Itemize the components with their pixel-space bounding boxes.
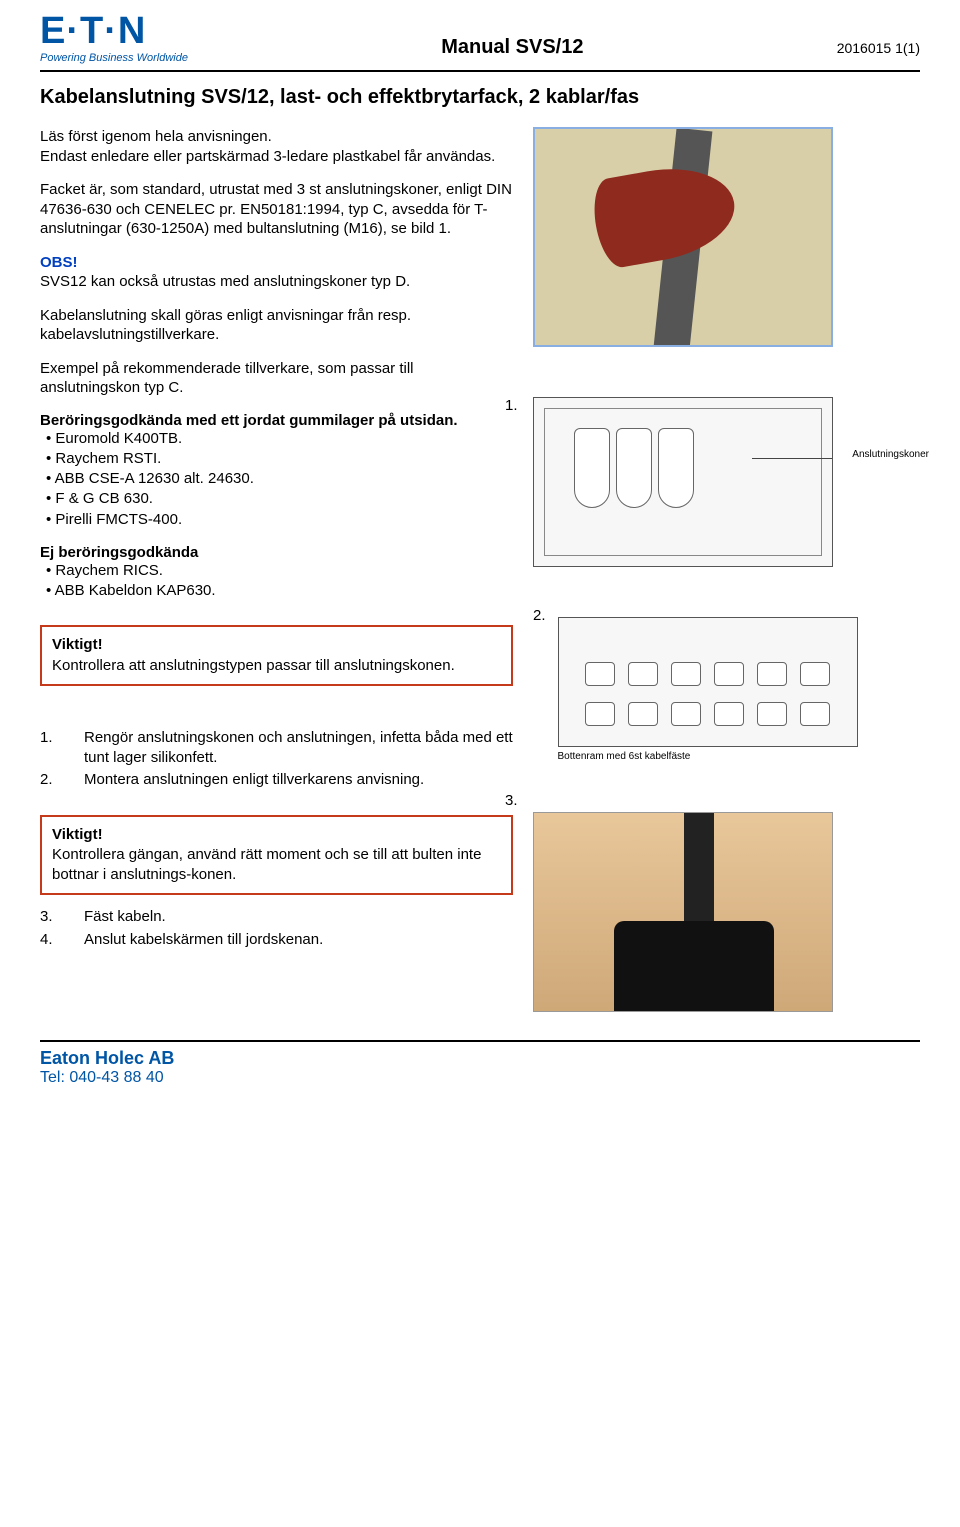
logo: E·T·N Powering Business Worldwide [40,12,188,64]
step-text: Rengör anslutningskonen och anslutningen… [84,728,513,769]
page-footer: Eaton Holec AB Tel: 040-43 88 40 [40,1040,920,1087]
diagram-label: Anslutningskoner [852,449,929,460]
list-item: Pirelli FMCTS-400. [46,510,513,530]
doc-code: 2016015 1(1) [837,40,920,56]
photo-clamp-icon [614,921,774,1011]
list-item: ABB Kabeldon KAP630. [46,581,513,601]
not-approved-block: Ej beröringsgodkända Raychem RICS. ABB K… [40,544,513,602]
doc-title: Manual SVS/12 [188,36,837,59]
page-title: Kabelanslutning SVS/12, last- och effekt… [40,86,920,109]
list-item: Raychem RSTI. [46,449,513,469]
photo-cable-cone [533,127,833,347]
logo-text: E·T·N [40,12,188,50]
diagram-bottom-frame [558,617,858,747]
intro-line2: Endast enledare eller partskärmad 3-leda… [40,148,495,165]
step-num: 4. [40,930,84,950]
photo-clamp [533,812,833,1012]
page-header: E·T·N Powering Business Worldwide Manual… [40,12,920,64]
step-num: 3. [40,907,84,927]
obs-block: OBS! SVS12 kan också utrustas med anslut… [40,253,513,292]
callout-important-2: Viktigt! Kontrollera gängan, använd rätt… [40,815,513,896]
callout-title: Viktigt! [52,825,501,845]
figure-2: 2. Bottenram med 6st kabelfäste [533,607,858,762]
steps-2: 3. Fäst kabeln. 4. Anslut kabelskärmen t… [40,907,513,950]
step-text: Montera anslutningen enligt tillverkaren… [84,770,424,790]
figure-1-diagram: 1. Anslutningskoner [533,397,833,567]
header-rule [40,70,920,72]
step-item: 2. Montera anslutningen enligt tillverka… [40,770,513,790]
approved-list: Euromold K400TB. Raychem RSTI. ABB CSE-A… [40,429,513,530]
callout-text: Kontrollera att anslutningstypen passar … [52,656,501,676]
callout-important-1: Viktigt! Kontrollera att anslutningstype… [40,625,513,686]
step-item: 1. Rengör anslutningskonen och anslutnin… [40,728,513,769]
para-example: Exempel på rekommenderade tillverkare, s… [40,359,513,398]
figure-3: 3. [533,812,833,1012]
intro-line1: Läs först igenom hela anvisningen. [40,128,272,145]
not-approved-list: Raychem RICS. ABB Kabeldon KAP630. [40,561,513,602]
figure-2-body: Bottenram med 6st kabelfäste [558,607,858,762]
clamp-row-icon [579,702,837,726]
para-instructions: Kabelanslutning skall göras enligt anvis… [40,306,513,345]
figure-2-caption: Bottenram med 6st kabelfäste [558,751,858,762]
photo-cone-icon [588,158,742,271]
step-item: 4. Anslut kabelskärmen till jordskenan. [40,930,513,950]
step-text: Fäst kabeln. [84,907,166,927]
approved-title: Beröringsgodkända med ett jordat gummila… [40,412,513,429]
doc-title-block: Manual SVS/12 [188,36,837,59]
figure-number: 2. [533,607,546,624]
step-num: 2. [40,770,84,790]
list-item: Euromold K400TB. [46,429,513,449]
right-column: 1. Anslutningskoner 2. [533,127,920,1012]
intro: Läs först igenom hela anvisningen. Endas… [40,127,513,166]
list-item: F & G CB 630. [46,489,513,509]
para-standard: Facket är, som standard, utrustat med 3 … [40,180,513,239]
main-content: Läs först igenom hela anvisningen. Endas… [40,127,920,1012]
obs-text: SVS12 kan också utrustas med anslutnings… [40,273,410,290]
list-item: ABB CSE-A 12630 alt. 24630. [46,469,513,489]
figure-1 [533,127,833,347]
list-item: Raychem RICS. [46,561,513,581]
footer-tel: Tel: 040-43 88 40 [40,1069,920,1087]
logo-tagline: Powering Business Worldwide [40,52,188,64]
diagram-cones-icon [574,428,694,518]
footer-company: Eaton Holec AB [40,1048,920,1069]
step-text: Anslut kabelskärmen till jordskenan. [84,930,323,950]
steps-1: 1. Rengör anslutningskonen och anslutnin… [40,728,513,791]
approved-block: Beröringsgodkända med ett jordat gummila… [40,412,513,530]
diagram-cabinet [533,397,833,567]
leader-line-icon [752,458,832,459]
callout-title: Viktigt! [52,635,501,655]
figure-number: 3. [505,792,518,809]
left-column: Läs först igenom hela anvisningen. Endas… [40,127,513,1012]
step-num: 1. [40,728,84,769]
callout-text: Kontrollera gängan, använd rätt moment o… [52,845,501,886]
step-item: 3. Fäst kabeln. [40,907,513,927]
clamp-row-icon [579,662,837,686]
figure-number: 1. [505,397,518,414]
not-approved-title: Ej beröringsgodkända [40,544,513,561]
obs-title: OBS! [40,254,78,271]
